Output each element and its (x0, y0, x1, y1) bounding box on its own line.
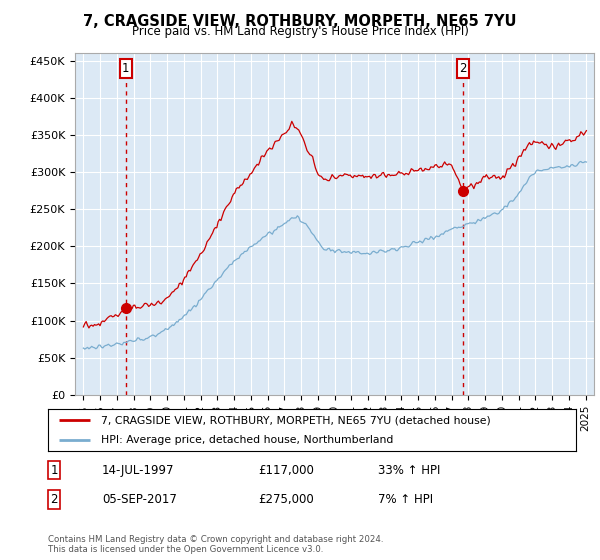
Text: 1: 1 (122, 62, 130, 75)
Text: 1: 1 (50, 464, 58, 477)
Text: HPI: Average price, detached house, Northumberland: HPI: Average price, detached house, Nort… (101, 435, 393, 445)
Text: 7, CRAGSIDE VIEW, ROTHBURY, MORPETH, NE65 7YU (detached house): 7, CRAGSIDE VIEW, ROTHBURY, MORPETH, NE6… (101, 415, 491, 425)
Text: Contains HM Land Registry data © Crown copyright and database right 2024.
This d: Contains HM Land Registry data © Crown c… (48, 535, 383, 554)
Text: £275,000: £275,000 (258, 493, 314, 506)
Text: 7% ↑ HPI: 7% ↑ HPI (378, 493, 433, 506)
Text: Price paid vs. HM Land Registry's House Price Index (HPI): Price paid vs. HM Land Registry's House … (131, 25, 469, 38)
Text: 7, CRAGSIDE VIEW, ROTHBURY, MORPETH, NE65 7YU: 7, CRAGSIDE VIEW, ROTHBURY, MORPETH, NE6… (83, 14, 517, 29)
Text: 05-SEP-2017: 05-SEP-2017 (102, 493, 177, 506)
Text: 14-JUL-1997: 14-JUL-1997 (102, 464, 175, 477)
Text: 2: 2 (460, 62, 467, 75)
Text: £117,000: £117,000 (258, 464, 314, 477)
Text: 33% ↑ HPI: 33% ↑ HPI (378, 464, 440, 477)
Text: 2: 2 (50, 493, 58, 506)
